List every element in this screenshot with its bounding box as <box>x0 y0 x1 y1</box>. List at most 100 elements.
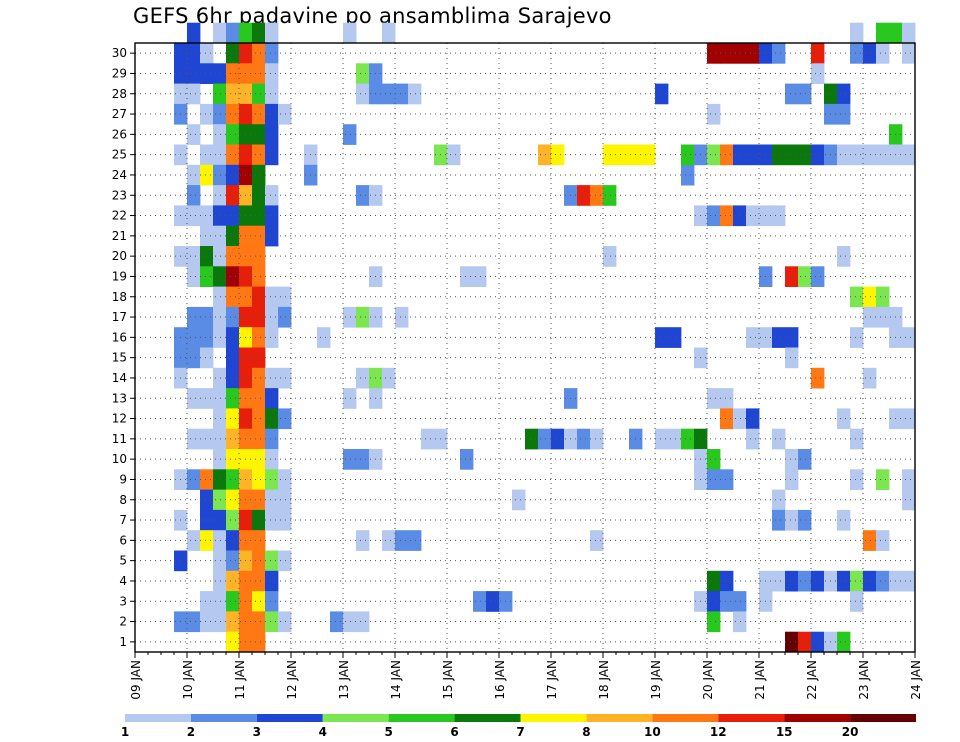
heatmap-cell <box>226 225 240 247</box>
heatmap-cell <box>200 144 214 166</box>
heatmap-cell <box>655 428 669 450</box>
legend-swatch <box>322 714 389 722</box>
legend-label: 15 <box>776 725 793 739</box>
heatmap-cell <box>577 428 591 450</box>
heatmap-cell <box>512 489 526 511</box>
heatmap-cell <box>538 144 552 166</box>
heatmap-cell <box>707 449 721 470</box>
heatmap-cell <box>473 591 487 612</box>
legend-swatch <box>256 714 323 722</box>
legend-label: 20 <box>842 725 859 739</box>
heatmap-cell <box>876 530 890 551</box>
heatmap-cell <box>707 469 721 490</box>
heatmap-cell <box>187 347 201 369</box>
heatmap-cell <box>902 22 916 44</box>
heatmap-cell <box>252 205 266 227</box>
heatmap-cell <box>213 388 227 409</box>
x-tick-label: 14 JAN <box>389 660 403 700</box>
heatmap-cell <box>226 327 240 348</box>
heatmap-cell <box>226 103 240 125</box>
heatmap-cell <box>200 347 214 369</box>
heatmap-cell <box>707 43 721 64</box>
heatmap-cell <box>811 367 825 389</box>
heatmap-cell <box>850 327 864 348</box>
heatmap-cell <box>590 185 604 206</box>
heatmap-cell <box>460 449 474 470</box>
heatmap-cell <box>187 83 201 105</box>
heatmap-cell <box>252 631 266 653</box>
heatmap-cell <box>902 408 916 430</box>
heatmap-cell <box>772 489 786 511</box>
heatmap-cell <box>863 367 877 389</box>
heatmap-cell <box>252 570 266 592</box>
heatmap-cell <box>265 367 279 389</box>
heatmap-cell <box>265 63 279 84</box>
heatmap-cell <box>278 367 292 389</box>
heatmap-cell <box>200 611 214 633</box>
heatmap-cell <box>213 103 227 125</box>
heatmap-cell <box>902 570 916 592</box>
heatmap-cell <box>265 388 279 409</box>
x-tick-label: 21 JAN <box>753 660 767 700</box>
heatmap-cell <box>239 22 253 44</box>
heatmap-cell <box>382 22 396 44</box>
heatmap-cell <box>226 631 240 653</box>
heatmap-cell <box>252 449 266 470</box>
heatmap-cell <box>746 43 760 64</box>
heatmap-cell <box>876 469 890 490</box>
heatmap-cell <box>850 286 864 308</box>
y-tick-label: 11 <box>112 432 127 446</box>
heatmap-cell <box>265 570 279 592</box>
heatmap-cell <box>252 509 266 531</box>
legend-swatch <box>190 714 257 722</box>
legend-swatch <box>454 714 521 722</box>
heatmap-cell <box>213 124 227 145</box>
legend-label: 10 <box>644 725 661 739</box>
heatmap-cell <box>226 246 240 267</box>
legend-label: 3 <box>253 725 261 739</box>
heatmap-cell <box>720 408 734 430</box>
heatmap-cell <box>863 144 877 166</box>
heatmap-cell <box>213 408 227 430</box>
heatmap-cell <box>226 469 240 490</box>
heatmap-cell <box>707 591 721 612</box>
heatmap-cell <box>356 449 370 470</box>
y-tick-label: 14 <box>112 371 127 385</box>
heatmap-cell <box>343 449 357 470</box>
heatmap-cell <box>395 530 409 551</box>
y-tick-label: 15 <box>112 351 127 365</box>
heatmap-cell <box>265 489 279 511</box>
heatmap-cell <box>187 22 201 44</box>
x-tick-label: 22 JAN <box>805 660 819 700</box>
heatmap-cell <box>213 144 227 166</box>
y-tick-label: 5 <box>119 554 127 568</box>
y-tick-label: 26 <box>112 127 127 141</box>
heatmap-cell <box>252 43 266 64</box>
y-tick-label: 17 <box>112 310 127 324</box>
heatmap-cell <box>213 185 227 206</box>
legend-label: 4 <box>319 725 327 739</box>
heatmap-cell <box>265 550 279 572</box>
heatmap-cell <box>707 611 721 633</box>
x-tick-label: 24 JAN <box>909 660 923 700</box>
heatmap-cell <box>200 266 214 287</box>
heatmap-cell <box>213 22 227 44</box>
x-tick-label: 17 JAN <box>545 660 559 700</box>
heatmap-cell <box>226 611 240 633</box>
heatmap-cell <box>343 388 357 409</box>
heatmap-cell <box>837 246 851 267</box>
heatmap-cell <box>226 449 240 470</box>
heatmap-cell <box>395 83 409 105</box>
heatmap-cell <box>590 530 604 551</box>
heatmap-cell <box>265 43 279 64</box>
heatmap-cell <box>902 43 916 64</box>
heatmap-cell <box>252 225 266 247</box>
heatmap-cell <box>200 469 214 490</box>
x-tick-label: 23 JAN <box>857 660 871 700</box>
heatmap-cell <box>187 205 201 227</box>
heatmap-cell <box>187 63 201 84</box>
heatmap-cell <box>213 489 227 511</box>
heatmap-cell <box>187 327 201 348</box>
x-tick-label: 15 JAN <box>441 660 455 700</box>
heatmap-cell <box>837 570 851 592</box>
